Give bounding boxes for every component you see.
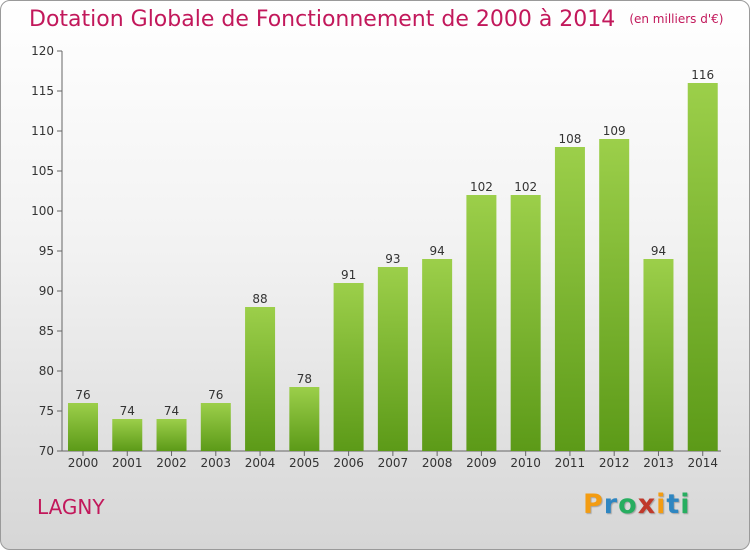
bar [510, 195, 541, 451]
proxiti-logo: Proxiti [583, 489, 691, 520]
bar [333, 283, 364, 451]
value-labels: 76 74 74 76 88 78 91 93 94 102 102 108 109 94 116 [75, 68, 714, 418]
bar [245, 307, 276, 451]
bar [422, 259, 453, 451]
data-label: 91 [341, 268, 356, 282]
bar [643, 259, 674, 451]
bar [156, 419, 187, 451]
y-tick-label: 120 [31, 44, 54, 58]
logo-letter: x [637, 489, 657, 520]
bar [377, 267, 408, 451]
logo-letter: i [680, 489, 691, 520]
x-tick-label: 2001 [112, 456, 143, 470]
x-tick-label: 2012 [599, 456, 630, 470]
x-tick-label: 2002 [156, 456, 187, 470]
x-tick-label: 2003 [201, 456, 232, 470]
x-tick-label: 2013 [643, 456, 674, 470]
data-label: 108 [558, 132, 581, 146]
data-label: 102 [470, 180, 493, 194]
bar [554, 147, 585, 451]
x-tick-label: 2007 [378, 456, 409, 470]
chart-subtitle: (en milliers d'€) [629, 12, 724, 26]
bar [112, 419, 143, 451]
commune-name: LAGNY [37, 495, 105, 519]
data-label: 74 [120, 404, 135, 418]
data-label: 109 [603, 124, 626, 138]
x-tick-label: 2010 [510, 456, 541, 470]
data-label: 88 [252, 292, 267, 306]
y-tick-label: 95 [39, 244, 54, 258]
axes: 70 75 80 85 90 95 100 105 110 115 120 2000 2001 2002 2… [31, 44, 721, 470]
y-tick-label: 115 [31, 84, 54, 98]
y-tick-label: 90 [39, 284, 54, 298]
y-tick-label: 80 [39, 364, 54, 378]
bar [68, 403, 98, 451]
bar [200, 403, 231, 451]
data-label: 93 [385, 252, 400, 266]
y-tick-label: 110 [31, 124, 54, 138]
logo-letter: i [656, 489, 667, 520]
chart-title: Dotation Globale de Fonctionnement de 20… [29, 7, 723, 32]
title-text: Dotation Globale de Fonctionnement de 20… [29, 7, 616, 32]
y-tick-label: 75 [39, 404, 54, 418]
x-tick-label: 2008 [422, 456, 453, 470]
x-tick-label: 2006 [333, 456, 364, 470]
bar [466, 195, 497, 451]
x-tick-label: 2005 [289, 456, 320, 470]
data-label: 116 [691, 68, 714, 82]
y-tick-label: 100 [31, 204, 54, 218]
bar [599, 139, 630, 451]
y-tick-label: 105 [31, 164, 54, 178]
bar [289, 387, 320, 451]
bars [68, 83, 718, 451]
logo-letter: r [603, 489, 619, 520]
logo-letter: P [583, 489, 604, 520]
x-tick-label: 2004 [245, 456, 276, 470]
logo-letter: t [666, 489, 681, 520]
x-tick-label: 2000 [68, 456, 99, 470]
bar [687, 83, 718, 451]
data-label: 94 [429, 244, 444, 258]
logo-letter: o [618, 489, 638, 520]
data-label: 78 [297, 372, 312, 386]
x-tick-label: 2014 [687, 456, 718, 470]
y-tick-label: 70 [39, 444, 54, 458]
data-label: 76 [75, 388, 90, 402]
x-tick-label: 2011 [555, 456, 586, 470]
data-label: 76 [208, 388, 223, 402]
y-tick-label: 85 [39, 324, 54, 338]
data-label: 74 [164, 404, 179, 418]
data-label: 94 [651, 244, 666, 258]
x-tick-label: 2009 [466, 456, 497, 470]
data-label: 102 [514, 180, 537, 194]
